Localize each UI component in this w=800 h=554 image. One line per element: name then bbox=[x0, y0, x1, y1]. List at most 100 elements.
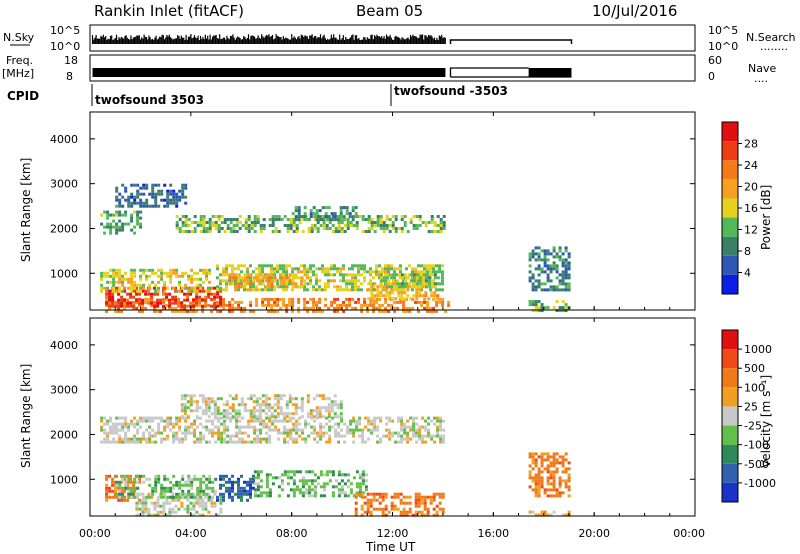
heatmap-cell bbox=[420, 303, 424, 307]
heatmap-cell bbox=[274, 218, 278, 221]
heatmap-cell bbox=[294, 206, 298, 210]
heatmap-cell bbox=[214, 477, 218, 481]
heatmap-cell bbox=[225, 285, 228, 289]
heatmap-cell bbox=[552, 494, 556, 498]
heatmap-cell bbox=[357, 273, 360, 277]
heatmap-cell bbox=[312, 212, 316, 216]
heatmap-cell bbox=[330, 267, 333, 271]
heatmap-cell bbox=[369, 279, 372, 283]
heatmap-cell bbox=[211, 489, 215, 493]
heatmap-cell bbox=[313, 215, 317, 218]
heatmap-cell bbox=[118, 204, 122, 208]
heatmap-cell bbox=[418, 428, 422, 432]
heatmap-cell bbox=[163, 474, 167, 478]
heatmap-cell bbox=[210, 304, 214, 308]
heatmap-cell bbox=[148, 286, 152, 290]
heatmap-cell bbox=[354, 507, 358, 511]
heatmap-cell bbox=[430, 221, 434, 224]
heatmap-cell bbox=[253, 428, 257, 432]
heatmap-cell bbox=[271, 419, 275, 423]
heatmap-cell bbox=[187, 289, 191, 293]
heatmap-cell bbox=[420, 264, 423, 268]
heatmap-cell bbox=[306, 267, 309, 271]
heatmap-cell bbox=[376, 224, 380, 227]
heatmap-cell bbox=[421, 279, 425, 283]
heatmap-cell bbox=[238, 437, 242, 441]
heatmap-cell bbox=[406, 294, 410, 298]
heatmap-cell bbox=[291, 285, 295, 289]
heatmap-cell bbox=[208, 286, 212, 290]
heatmap-cell bbox=[225, 486, 228, 490]
heatmap-cell bbox=[558, 482, 562, 486]
heatmap-cell bbox=[205, 440, 209, 444]
heatmap-cell bbox=[186, 504, 190, 508]
heatmap-cell bbox=[246, 397, 250, 401]
heatmap-cell bbox=[126, 498, 130, 502]
heatmap-cell bbox=[319, 425, 323, 429]
velocity-colorbar-color-swatch bbox=[722, 368, 738, 388]
heatmap-cell bbox=[205, 268, 209, 272]
heatmap-cell bbox=[316, 230, 320, 233]
heatmap-cell bbox=[214, 440, 218, 444]
heatmap-cell bbox=[181, 483, 185, 487]
heatmap-cell bbox=[249, 282, 253, 286]
heatmap-cell bbox=[558, 273, 562, 277]
heatmap-cell bbox=[204, 403, 208, 407]
heatmap-cell bbox=[528, 452, 532, 456]
heatmap-cell bbox=[220, 431, 224, 435]
heatmap-cell bbox=[531, 282, 535, 286]
heatmap-cell bbox=[183, 403, 187, 407]
heatmap-cell bbox=[178, 440, 182, 444]
heatmap-cell bbox=[216, 513, 220, 517]
heatmap-cell bbox=[234, 279, 237, 283]
heatmap-cell bbox=[373, 224, 377, 227]
heatmap-cell bbox=[249, 276, 252, 280]
heatmap-cell bbox=[169, 189, 173, 193]
heatmap-cell bbox=[414, 504, 418, 508]
heatmap-cell bbox=[301, 428, 305, 432]
heatmap-cell bbox=[339, 306, 343, 310]
heatmap-cell bbox=[537, 470, 541, 474]
y-tick-label: 1000 bbox=[50, 267, 78, 280]
heatmap-cell bbox=[424, 221, 428, 224]
heatmap-cell bbox=[439, 221, 443, 224]
heatmap-cell bbox=[327, 270, 330, 274]
heatmap-cell bbox=[207, 397, 211, 401]
heatmap-cell bbox=[364, 416, 368, 420]
heatmap-cell bbox=[286, 470, 290, 474]
heatmap-cell bbox=[327, 273, 330, 277]
heatmap-cell bbox=[412, 224, 416, 227]
heatmap-cell bbox=[297, 285, 301, 289]
heatmap-cell bbox=[154, 486, 158, 490]
heatmap-cell bbox=[124, 210, 128, 214]
heatmap-cell bbox=[555, 494, 559, 498]
heatmap-cell bbox=[567, 485, 571, 489]
heatmap-cell bbox=[271, 215, 275, 218]
heatmap-cell bbox=[403, 291, 407, 295]
heatmap-cell bbox=[379, 279, 383, 283]
heatmap-cell bbox=[199, 440, 203, 444]
heatmap-cell bbox=[175, 227, 179, 230]
heatmap-cell bbox=[162, 501, 166, 505]
heatmap-cell bbox=[420, 513, 424, 517]
heatmap-cell bbox=[337, 431, 341, 435]
heatmap-cell bbox=[196, 486, 200, 490]
heatmap-cell bbox=[211, 434, 215, 438]
heatmap-cell bbox=[436, 282, 440, 286]
heatmap-cell bbox=[372, 492, 376, 496]
heatmap-cell bbox=[199, 486, 203, 490]
heatmap-cell bbox=[324, 303, 328, 307]
heatmap-cell bbox=[442, 440, 446, 444]
heatmap-cell bbox=[438, 270, 441, 274]
heatmap-cell bbox=[312, 309, 316, 313]
heatmap-cell bbox=[234, 276, 238, 280]
heatmap-cell bbox=[549, 476, 553, 480]
heatmap-cell bbox=[340, 419, 344, 423]
heatmap-cell bbox=[540, 479, 544, 483]
heatmap-cell bbox=[306, 270, 309, 274]
heatmap-cell bbox=[291, 273, 295, 277]
heatmap-cell bbox=[202, 224, 206, 227]
heatmap-cell bbox=[202, 437, 206, 441]
heatmap-cell bbox=[156, 501, 160, 505]
heatmap-cell bbox=[540, 288, 544, 292]
